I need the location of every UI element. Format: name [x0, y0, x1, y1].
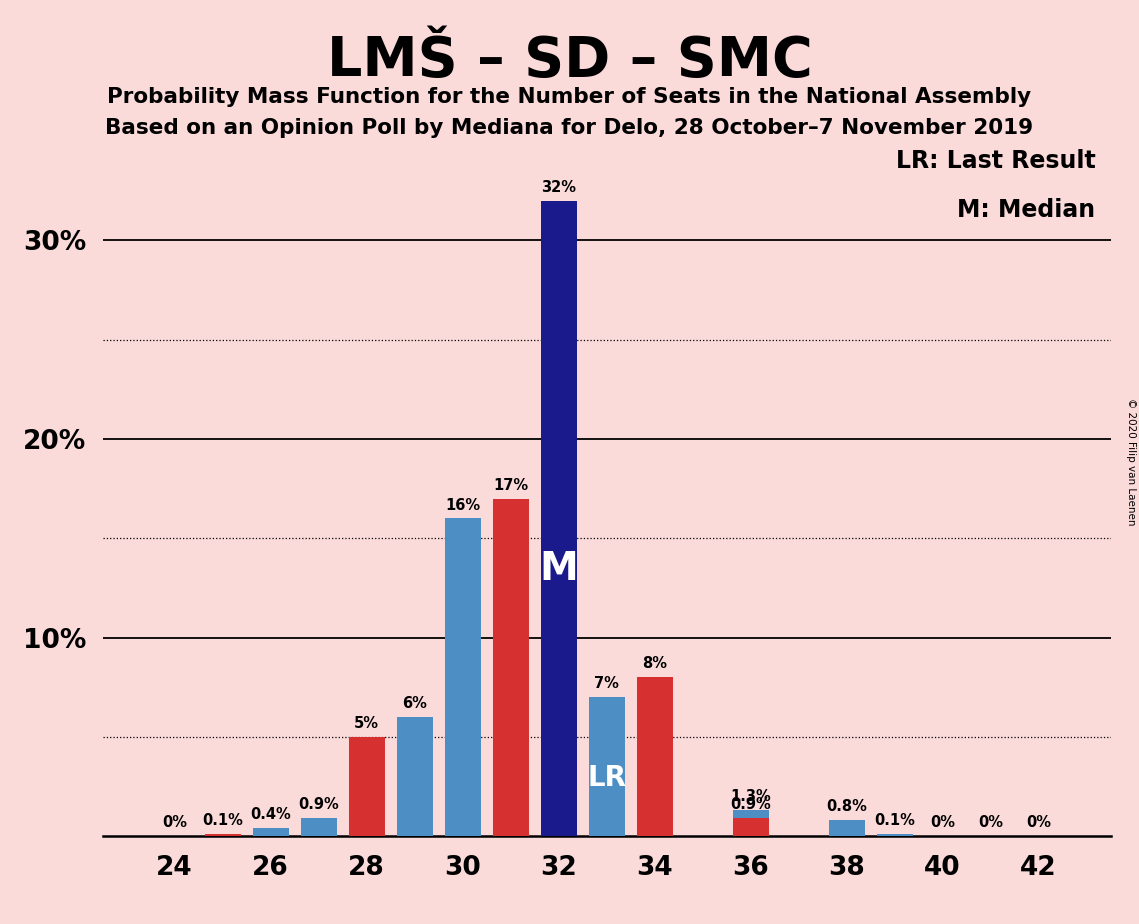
Bar [732, 810, 769, 836]
Bar [828, 821, 865, 836]
Text: 0%: 0% [978, 815, 1003, 831]
Text: 3%: 3% [642, 756, 667, 771]
Text: 0.9%: 0.9% [730, 797, 771, 812]
Text: 0.9%: 0.9% [298, 797, 339, 812]
Text: 0%: 0% [162, 815, 187, 831]
Text: LMŠ – SD – SMC: LMŠ – SD – SMC [327, 34, 812, 88]
Text: 7%: 7% [595, 676, 618, 691]
Text: M: Median: M: Median [957, 198, 1096, 222]
Bar [396, 717, 433, 836]
Bar [732, 819, 769, 836]
Bar [589, 698, 624, 836]
Text: 0.4%: 0.4% [251, 808, 290, 822]
Bar [444, 518, 481, 836]
Text: 8%: 8% [642, 656, 667, 672]
Text: 17%: 17% [493, 478, 528, 492]
Text: 6%: 6% [402, 696, 427, 711]
Text: M: M [539, 551, 577, 589]
Text: 0.1%: 0.1% [202, 813, 243, 828]
Text: © 2020 Filip van Laenen: © 2020 Filip van Laenen [1126, 398, 1136, 526]
Text: 32%: 32% [541, 180, 576, 195]
Bar [637, 777, 672, 836]
Text: 16%: 16% [445, 497, 480, 513]
Bar [877, 834, 912, 836]
Text: 5%: 5% [354, 716, 379, 731]
Bar [637, 677, 672, 836]
Text: 0%: 0% [931, 815, 954, 831]
Text: Probability Mass Function for the Number of Seats in the National Assembly: Probability Mass Function for the Number… [107, 87, 1032, 107]
Text: Based on an Opinion Poll by Mediana for Delo, 28 October–7 November 2019: Based on an Opinion Poll by Mediana for … [106, 118, 1033, 139]
Text: 1.3%: 1.3% [730, 789, 771, 805]
Bar [301, 819, 336, 836]
Bar [349, 737, 385, 836]
Text: LR: LR [587, 764, 626, 792]
Text: 0.1%: 0.1% [874, 813, 915, 828]
Bar [253, 828, 288, 836]
Bar [205, 834, 240, 836]
Text: 0.8%: 0.8% [826, 799, 867, 814]
Bar [541, 201, 576, 836]
Bar [492, 499, 528, 836]
Text: 0%: 0% [1026, 815, 1051, 831]
Text: LR: Last Result: LR: Last Result [895, 149, 1096, 173]
